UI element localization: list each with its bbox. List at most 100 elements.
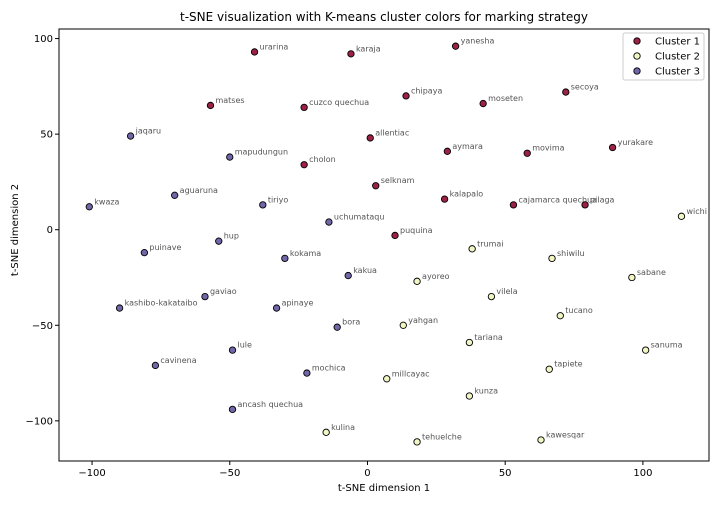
point-label: kulina: [331, 423, 355, 432]
point-label: gaviao: [210, 287, 237, 296]
point-label: uchumataqu: [334, 213, 385, 222]
point-label: puinave: [149, 243, 181, 252]
data-point: [322, 428, 330, 436]
point-label: millcayac: [392, 369, 430, 378]
point-label: secoya: [571, 83, 599, 92]
point-label: cajamarca quechua: [518, 195, 597, 204]
data-point: [642, 346, 650, 354]
plot-area: −100 −50 0 50 100 −100 −50 0 50 100 urarina karaja y…: [26, 28, 710, 479]
point-label: moseten: [488, 94, 523, 103]
data-point: [465, 338, 474, 347]
data-point: [126, 132, 135, 140]
data-point: [300, 161, 308, 169]
data-point: [413, 438, 421, 446]
data-point: [228, 405, 237, 414]
data-point: [201, 292, 209, 301]
data-point: [413, 277, 421, 285]
data-point: [250, 48, 259, 56]
data-point: [151, 361, 160, 370]
data-point: [259, 201, 267, 209]
data-point: [171, 191, 179, 199]
data-point: [281, 254, 289, 263]
point-label: mochica: [312, 364, 346, 373]
point-label: sanuma: [651, 341, 683, 350]
data-point: [523, 149, 531, 157]
legend-marker: [633, 67, 641, 75]
point-label: sabane: [637, 268, 666, 277]
point-label: tiriyo: [268, 195, 289, 204]
series-cluster-2: wichi trumai shiwilu sabane ayoreo vilela tuca…: [322, 207, 707, 446]
data-point: [325, 218, 333, 226]
point-label: kalapalo: [450, 190, 484, 199]
x-axis-label: t-SNE dimension 1: [338, 483, 430, 494]
data-point: [468, 245, 476, 253]
point-label: puquina: [400, 226, 433, 235]
data-point: [440, 195, 449, 203]
x-tick-label: −100: [78, 468, 105, 479]
point-label: yahgan: [408, 316, 438, 325]
point-label: selknam: [381, 176, 415, 185]
y-tick-label: −50: [32, 321, 53, 332]
data-point: [608, 143, 617, 152]
y-tick-label: 50: [40, 130, 53, 141]
point-label: matses: [215, 96, 244, 105]
legend-box: [622, 32, 705, 81]
point-label: ancash quechua: [238, 400, 304, 409]
legend-marker: [633, 37, 641, 45]
data-point: [677, 212, 686, 220]
data-point: [402, 92, 410, 100]
data-point: [487, 292, 496, 301]
point-label: pilaga: [590, 195, 615, 204]
point-label: hup: [224, 232, 239, 241]
data-point: [228, 346, 237, 354]
point-label: karaja: [356, 44, 381, 53]
x-tick-label: 0: [364, 468, 370, 479]
data-point: [399, 321, 407, 329]
legend-label: Cluster 1: [655, 37, 700, 48]
point-label: tehuelche: [422, 432, 462, 441]
point-label: mapudungun: [235, 148, 288, 157]
point-label: allentiac: [375, 128, 409, 137]
point-label: tucano: [565, 306, 593, 315]
point-label: kashibo-kakataibo: [125, 299, 198, 308]
point-label: cholon: [309, 155, 336, 164]
legend-marker: [633, 52, 641, 60]
data-point: [226, 153, 234, 161]
point-label: vilela: [496, 287, 517, 296]
point-label: wichi: [686, 207, 706, 216]
data-point: [383, 375, 391, 383]
chart-title: t-SNE visualization with K-means cluster…: [180, 10, 588, 24]
point-label: apinaye: [282, 299, 314, 308]
x-tick-label: −50: [219, 468, 240, 479]
data-point: [215, 237, 223, 245]
point-label: aguaruna: [180, 186, 218, 195]
data-point: [556, 312, 564, 320]
data-point: [391, 231, 399, 240]
point-label: jaqaru: [135, 127, 161, 136]
point-label: tariana: [474, 333, 503, 342]
data-point: [545, 365, 553, 373]
point-label: chipaya: [411, 86, 442, 95]
legend: Cluster 1 Cluster 2 Cluster 3: [622, 32, 705, 81]
point-label: cuzco quechua: [309, 98, 369, 107]
data-point: [333, 323, 341, 331]
data-point: [300, 103, 308, 112]
x-tick-label: 100: [633, 468, 652, 479]
data-point: [465, 392, 474, 400]
series-cluster-3: jaqaru mapudungun aguaruna kwaza tiriyo uchum…: [85, 127, 385, 414]
data-point: [581, 201, 589, 209]
data-point: [548, 254, 556, 263]
y-tick-label: 0: [47, 225, 53, 236]
point-label: lule: [238, 341, 253, 350]
point-label: movima: [532, 144, 564, 153]
point-label: trumai: [477, 239, 503, 248]
data-point: [206, 101, 215, 110]
legend-label: Cluster 2: [655, 52, 700, 63]
legend-label: Cluster 3: [655, 67, 700, 78]
point-label: ayoreo: [422, 272, 450, 281]
point-label: kawesqar: [546, 430, 585, 439]
data-point: [85, 203, 93, 211]
